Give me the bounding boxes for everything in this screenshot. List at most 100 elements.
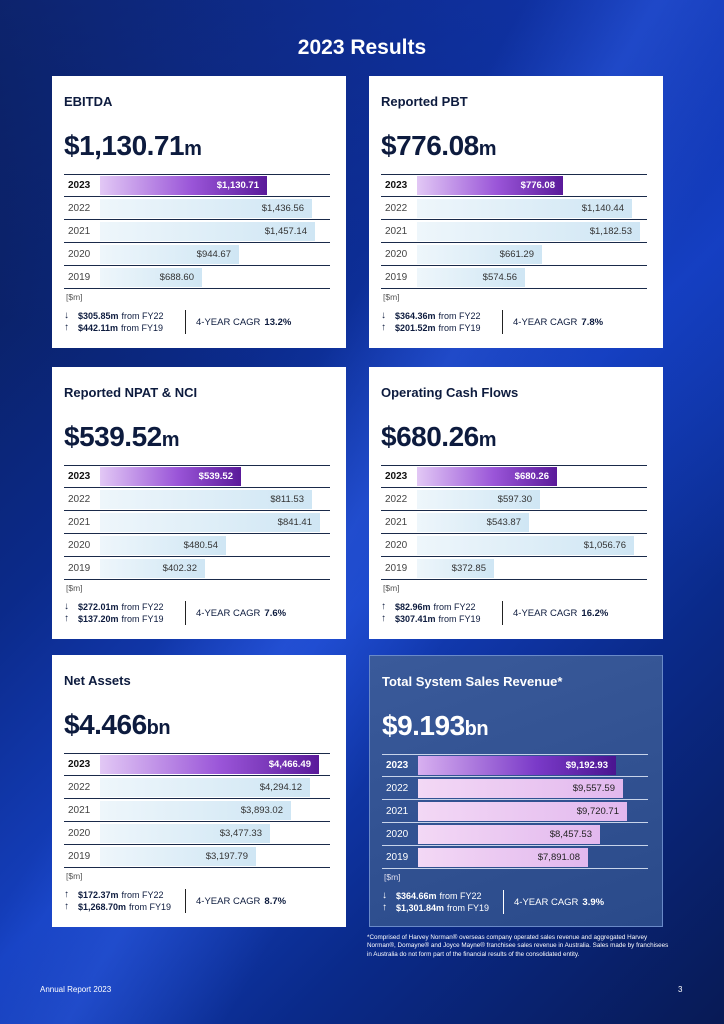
bar-value-label: $480.54 [183, 539, 218, 551]
change-summary: ↓ $305.85m from FY22 ↑ $442.11m from FY1… [64, 310, 334, 334]
change-fy19: ↑ $442.11m from FY19 [64, 322, 179, 334]
change-amount: $172.37m [78, 890, 119, 900]
cagr: 4-YEAR CAGR 16.2% [503, 608, 608, 619]
bar: $480.54 [100, 535, 226, 555]
chart-row: 2023 $776.08 [381, 174, 647, 197]
change-fy19: ↑ $137.20m from FY19 [64, 613, 179, 625]
change-text: from FY19 [438, 614, 481, 624]
headline-value: $680.26m [381, 421, 651, 457]
bar: $776.08 [417, 176, 563, 195]
chart-row: 2022 $597.30 [381, 488, 647, 511]
bar-value-label: $811.53 [270, 493, 304, 505]
change-summary: ↓ $272.01m from FY22 ↑ $137.20m from FY1… [64, 601, 334, 625]
chart-row: 2021 $3,893.02 [64, 799, 330, 822]
chart-row: 2023 $1,130.71 [64, 174, 330, 197]
bar-chart: 2023 $680.26 2022 $597.30 2021 $543.87 2… [381, 465, 647, 580]
cagr-label: 4-YEAR CAGR [196, 607, 261, 619]
card-title: Total System Sales Revenue* [382, 674, 563, 689]
up-arrow-icon: ↑ [381, 322, 386, 333]
cagr-value: 3.9% [582, 896, 605, 908]
change-amount: $82.96m [395, 602, 431, 612]
bar-value-label: $402.32 [162, 562, 197, 574]
bar-value-label: $4,294.12 [259, 781, 302, 793]
chart-row: 2020 $8,457.53 [382, 823, 648, 846]
bar: $9,192.93 [418, 756, 616, 775]
chart-row: 2022 $1,140.44 [381, 197, 647, 220]
change-list: ↓ $364.66m from FY22 ↑ $1,301.84m from F… [382, 890, 504, 914]
change-fy22: ↓ $272.01m from FY22 [64, 601, 179, 613]
change-amount: $307.41m [395, 614, 436, 624]
change-amount: $1,301.84m [396, 903, 445, 913]
headline-value: $539.52m [64, 421, 334, 457]
chart-row: 2021 $841.41 [64, 511, 330, 534]
bar: $1,130.71 [100, 176, 267, 195]
year-label: 2020 [68, 248, 91, 260]
change-text: from FY22 [433, 602, 476, 612]
chart-row: 2021 $543.87 [381, 511, 647, 534]
year-label: 2021 [386, 805, 409, 817]
headline-unit: m [184, 138, 202, 160]
up-arrow-icon: ↑ [64, 613, 69, 624]
chart-row: 2020 $944.67 [64, 243, 330, 266]
year-label: 2021 [68, 804, 91, 816]
change-summary: ↓ $364.66m from FY22 ↑ $1,301.84m from F… [382, 890, 650, 914]
bar: $9,557.59 [418, 778, 623, 798]
year-label: 2021 [68, 225, 91, 237]
up-arrow-icon: ↑ [381, 613, 386, 624]
bar: $402.32 [100, 558, 205, 578]
page-number: 3 [678, 985, 683, 994]
bar: $1,056.76 [417, 535, 634, 555]
chart-row: 2022 $811.53 [64, 488, 330, 511]
change-amount: $272.01m [78, 602, 119, 612]
change-text: from FY19 [129, 902, 172, 912]
change-fy19: ↑ $307.41m from FY19 [381, 613, 496, 625]
card-title: Reported NPAT & NCI [64, 385, 198, 400]
bar-value-label: $1,436.56 [261, 202, 304, 214]
bar: $4,294.12 [100, 777, 310, 797]
headline-value: $1,130.71m [64, 130, 334, 166]
bar: $3,477.33 [100, 823, 270, 843]
change-fy22: ↑ $172.37m from FY22 [64, 889, 179, 901]
down-arrow-icon: ↓ [381, 310, 386, 321]
change-fy19: ↑ $1,301.84m from FY19 [382, 902, 497, 914]
bar-value-label: $1,056.76 [583, 539, 626, 551]
change-fy22: ↓ $305.85m from FY22 [64, 310, 179, 322]
headline-value: $776.08m [381, 130, 651, 166]
page-title: 2023 Results [297, 36, 427, 59]
bar-value-label: $597.30 [497, 493, 532, 505]
change-fy22: ↑ $82.96m from FY22 [381, 601, 496, 613]
bar: $680.26 [417, 467, 557, 486]
bar-value-label: $1,140.44 [581, 202, 624, 214]
metric-card: Net Assets $4.466bn 2023 $4,466.49 2022 … [52, 655, 346, 927]
chart-row: 2019 $574.56 [381, 266, 647, 289]
bar-value-label: $7,891.08 [537, 851, 580, 863]
year-label: 2023 [68, 471, 91, 482]
chart-row: 2022 $9,557.59 [382, 777, 648, 800]
year-label: 2022 [68, 202, 91, 214]
bar: $8,457.53 [418, 824, 600, 844]
bar: $7,891.08 [418, 847, 588, 867]
chart-row: 2019 $688.60 [64, 266, 330, 289]
bar: $372.85 [417, 558, 494, 578]
change-amount: $305.85m [78, 311, 119, 321]
cagr-label: 4-YEAR CAGR [196, 316, 261, 328]
bar: $1,182.53 [417, 221, 640, 241]
change-list: ↓ $364.36m from FY22 ↑ $201.52m from FY1… [381, 310, 503, 334]
chart-row: 2019 $372.85 [381, 557, 647, 580]
chart-row: 2019 $3,197.79 [64, 845, 330, 868]
change-fy22: ↓ $364.36m from FY22 [381, 310, 496, 322]
bar-value-label: $3,477.33 [219, 827, 262, 839]
bar-value-label: $8,457.53 [549, 828, 592, 840]
chart-row: 2019 $7,891.08 [382, 846, 648, 869]
year-label: 2019 [68, 850, 91, 862]
footnote: *Comprised of Harvey Norman® overseas co… [367, 934, 669, 958]
bar-value-label: $1,457.14 [264, 225, 307, 237]
bar: $4,466.49 [100, 755, 319, 774]
cagr-value: 16.2% [581, 607, 609, 619]
bar-value-label: $4,466.49 [268, 759, 311, 770]
change-text: from FY19 [438, 323, 481, 333]
change-fy19: ↑ $201.52m from FY19 [381, 322, 496, 334]
bar-chart: 2023 $776.08 2022 $1,140.44 2021 $1,182.… [381, 174, 647, 289]
unit-note: [$m] [66, 871, 83, 881]
chart-row: 2023 $680.26 [381, 465, 647, 488]
